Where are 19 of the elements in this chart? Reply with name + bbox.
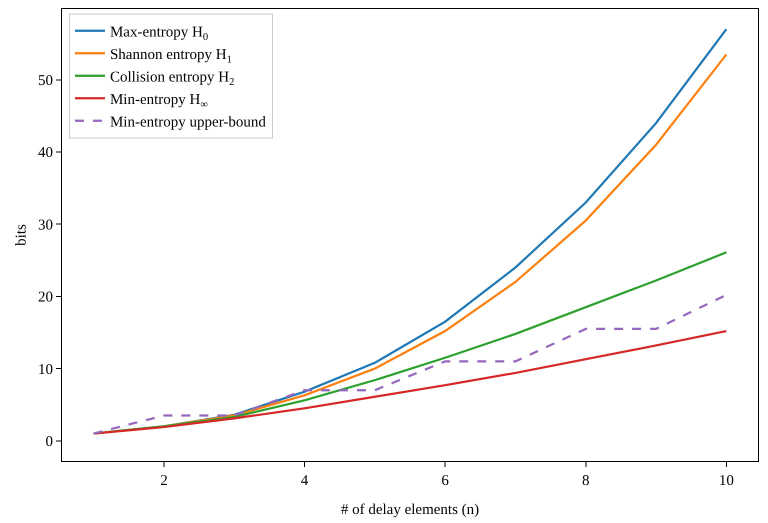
y-tick-label: 0 — [46, 434, 53, 450]
x-tick-label: 6 — [441, 473, 450, 489]
x-tick-label: 10 — [718, 473, 734, 489]
legend-label: Min-entropy H$_{∞}$ — [110, 92, 208, 110]
legend-label: Max-entropy H$_{0}$ — [110, 24, 208, 43]
y-tick-label: 40 — [38, 145, 53, 162]
legend-label: Shannon entropy H$_{1}$ — [110, 47, 232, 66]
legend-label: Min-entropy upper-bound — [110, 114, 266, 131]
x-tick-label: 4 — [300, 473, 309, 489]
x-tick-label: 2 — [160, 473, 168, 489]
legend-label: Collision entropy H$_{2}$ — [110, 70, 234, 88]
y-tick-label: 50 — [38, 73, 53, 90]
x-tick-label: 8 — [582, 473, 590, 489]
x-axis-title: # of delay elements (n) — [340, 502, 480, 518]
y-tick-label: 30 — [38, 217, 53, 234]
y-tick-label: 10 — [38, 362, 53, 378]
y-tick-label: 20 — [38, 290, 53, 306]
y-axis-title: bits — [13, 224, 30, 246]
line-series — [92, 330, 728, 435]
